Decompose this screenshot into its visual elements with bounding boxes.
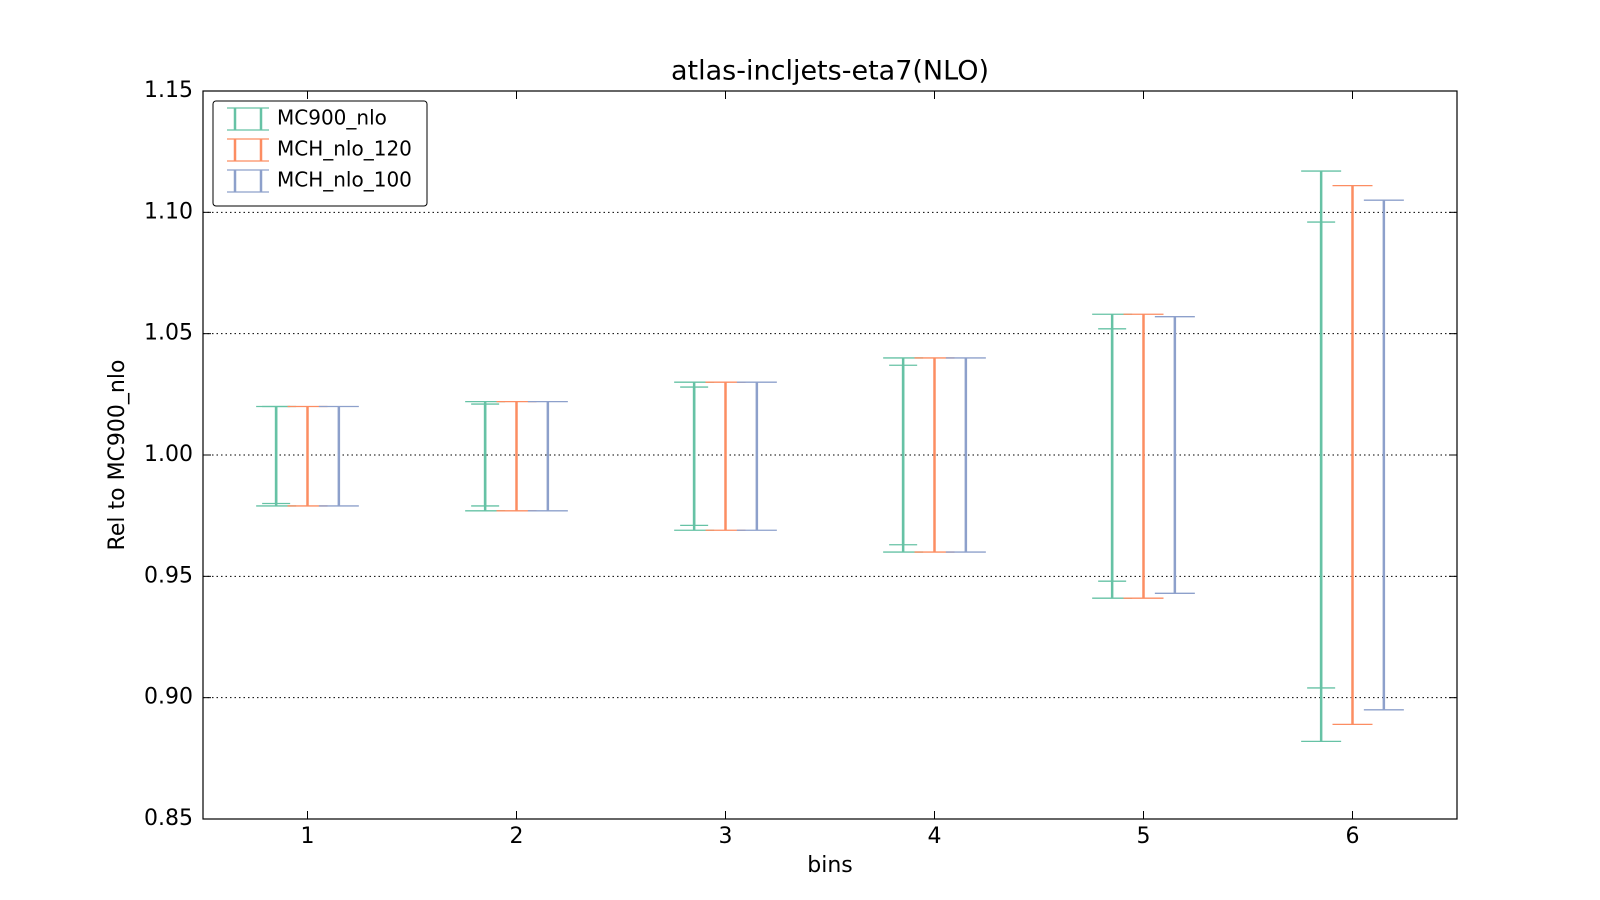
x-tick-label: 1 — [301, 824, 315, 849]
y-tick-label: 0.95 — [144, 563, 193, 588]
y-tick-label: 0.90 — [144, 685, 193, 710]
plot-frame — [202, 90, 1458, 820]
legend-box — [212, 100, 428, 207]
y-tick-label: 1.05 — [144, 321, 193, 346]
y-tick-label: 1.00 — [144, 442, 193, 467]
y-tick-label: 0.85 — [144, 806, 193, 831]
y-tick-label: 1.15 — [144, 78, 193, 103]
x-axis-label: bins — [807, 853, 852, 878]
legend-label: MCH_nlo_100 — [277, 168, 412, 192]
x-tick-label: 6 — [1346, 824, 1360, 849]
chart-title: atlas-incljets-eta7(NLO) — [671, 56, 989, 87]
x-tick-label: 5 — [1137, 824, 1151, 849]
legend-label: MCH_nlo_120 — [277, 137, 412, 161]
legend-label: MC900_nlo — [277, 106, 387, 130]
x-tick-label: 3 — [719, 824, 733, 849]
x-tick-label: 4 — [928, 824, 942, 849]
x-tick-label: 2 — [510, 824, 524, 849]
y-axis-label: Rel to MC900_nlo — [105, 360, 130, 551]
y-tick-label: 1.10 — [144, 199, 193, 224]
